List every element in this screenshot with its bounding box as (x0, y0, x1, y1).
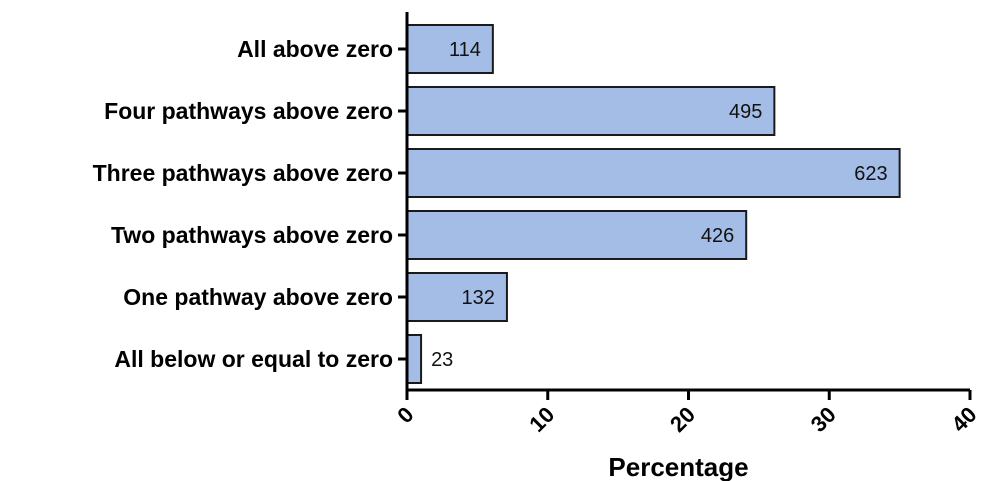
bar (406, 210, 748, 260)
category-label: All below or equal to zero (114, 346, 393, 372)
x-axis-title: Percentage (608, 452, 748, 481)
data-label: 114 (449, 39, 481, 61)
data-label: 495 (729, 101, 762, 123)
bar (406, 86, 776, 136)
bar (406, 272, 508, 322)
category-labels: All above zero Four pathways above zero Th… (93, 36, 393, 372)
data-label: 426 (701, 225, 734, 247)
x-tick-label: 20 (665, 402, 700, 437)
data-label: 132 (462, 287, 495, 309)
category-label: All above zero (237, 36, 393, 62)
x-tick-label: 30 (806, 402, 841, 437)
bar (406, 148, 901, 198)
data-labels: 114 495 623 426 132 23 (431, 39, 888, 371)
category-label: Three pathways above zero (93, 160, 393, 186)
y-axis-ticks (398, 47, 407, 361)
category-label: Four pathways above zero (104, 98, 393, 124)
category-label: One pathway above zero (123, 284, 393, 310)
category-label: Two pathways above zero (111, 222, 393, 248)
x-tick-label: 10 (524, 402, 559, 437)
bar (406, 334, 423, 384)
data-label: 23 (431, 349, 453, 371)
bars (406, 24, 901, 384)
x-tick-label: 40 (947, 402, 982, 437)
data-label: 623 (854, 163, 887, 185)
x-axis-ticks: 0 10 20 30 40 (392, 390, 982, 437)
x-tick-label: 0 (392, 402, 418, 428)
